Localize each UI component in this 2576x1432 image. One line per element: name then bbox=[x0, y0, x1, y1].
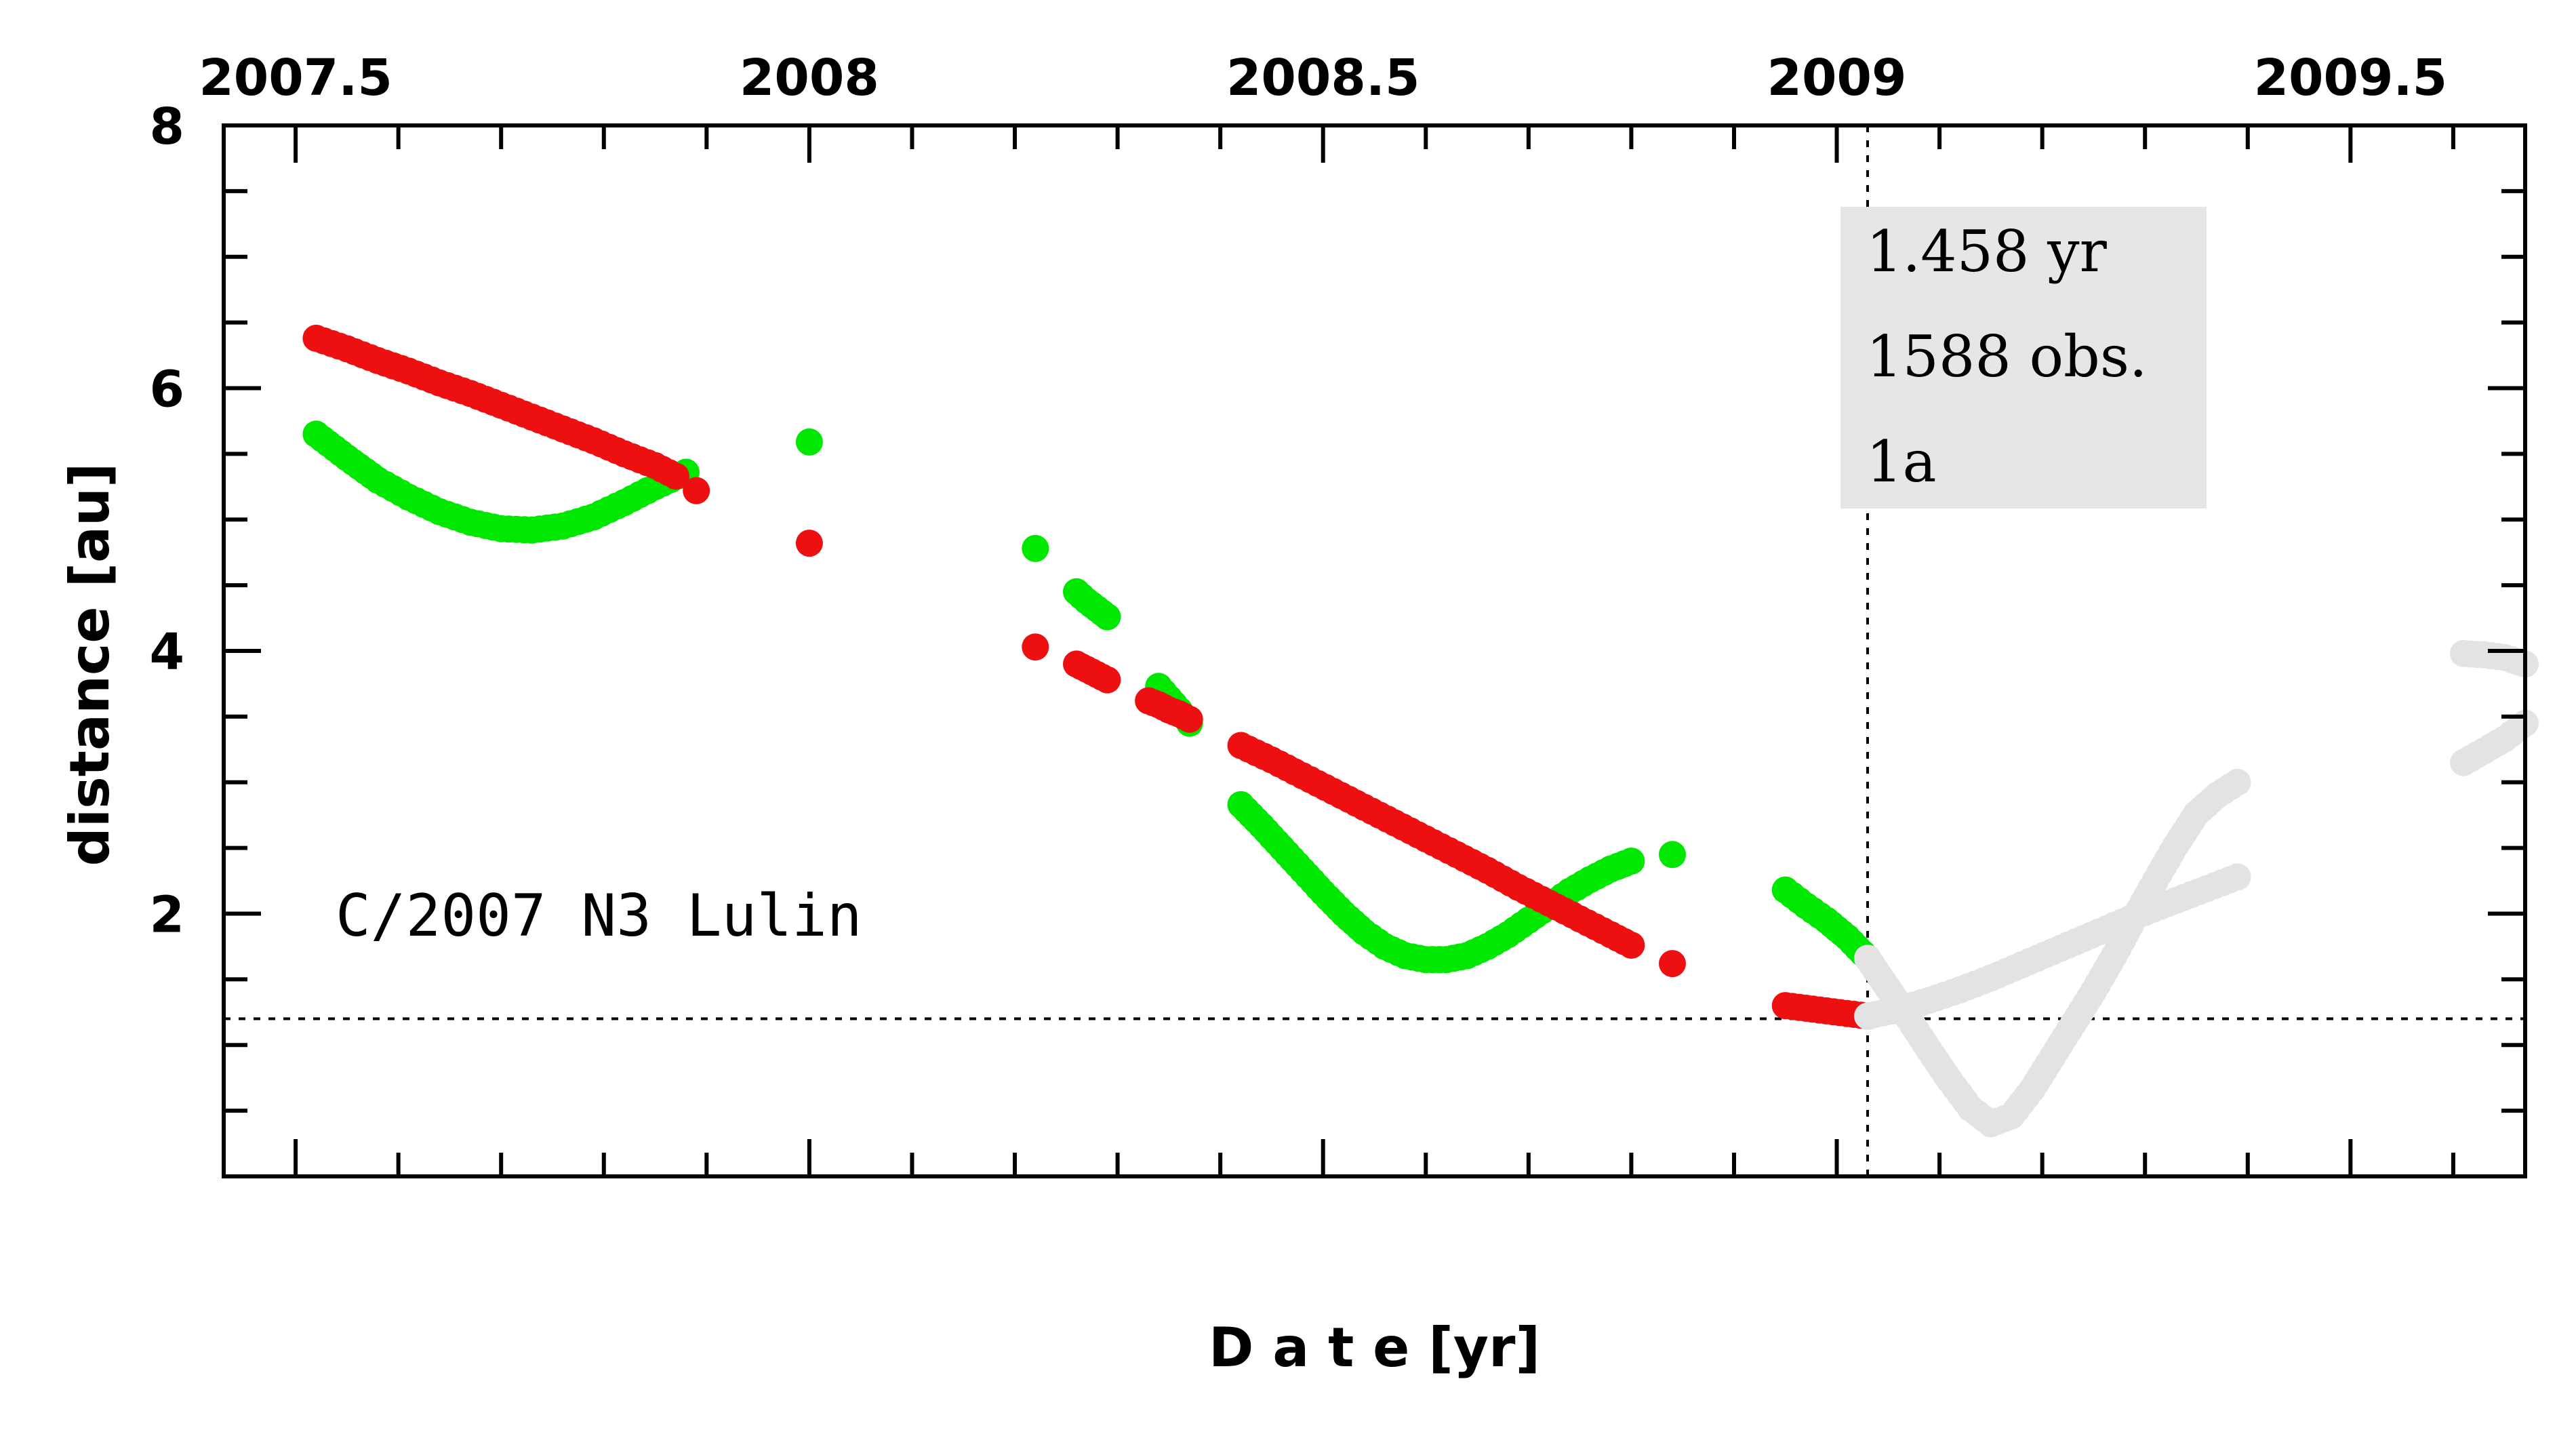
x-tick-label: 2009.5 bbox=[2254, 49, 2448, 107]
data-point bbox=[795, 530, 823, 557]
data-point bbox=[683, 477, 710, 504]
series-2 bbox=[1854, 639, 2539, 1138]
data-points bbox=[302, 324, 2539, 1138]
x-tick-label: 2009 bbox=[1767, 49, 1907, 107]
stats-arc-length: 1.458 yr bbox=[1866, 218, 2108, 285]
x-tick-label: 2008 bbox=[740, 49, 879, 107]
data-point bbox=[1175, 705, 1203, 733]
data-point bbox=[1093, 666, 1121, 694]
y-tick-label: 4 bbox=[150, 623, 185, 681]
object-name-label: C/2007 N3 Lulin bbox=[336, 882, 862, 950]
y-tick-label: 2 bbox=[150, 886, 185, 944]
data-point bbox=[2223, 863, 2251, 891]
stats-orbit-code: 1a bbox=[1866, 429, 1937, 495]
data-point bbox=[1617, 848, 1645, 875]
data-point bbox=[1093, 603, 1121, 631]
x-axis-title: D a t e [yr] bbox=[1209, 1316, 1540, 1379]
axis-ticks bbox=[224, 123, 2525, 1176]
reference-lines bbox=[224, 125, 2525, 1176]
data-point bbox=[1659, 950, 1686, 978]
stats-observation-count: 1588 obs. bbox=[1866, 323, 2148, 390]
data-point bbox=[662, 462, 689, 490]
data-point bbox=[2223, 768, 2251, 796]
y-tick-label: 8 bbox=[150, 98, 185, 156]
y-axis-title: distance [au] bbox=[58, 462, 121, 866]
data-point bbox=[1022, 633, 1049, 661]
data-point bbox=[1659, 841, 1686, 869]
series-1 bbox=[302, 324, 1881, 1030]
data-point bbox=[1617, 932, 1645, 959]
y-tick-labels: 2 4 6 8 bbox=[150, 98, 185, 944]
data-point bbox=[795, 428, 823, 456]
x-tick-label: 2008.5 bbox=[1226, 49, 1420, 107]
data-point bbox=[1022, 534, 1049, 562]
x-tick-label: 2007.5 bbox=[199, 49, 393, 107]
x-tick-labels: 2007.5 2008 2008.5 2009 2009.5 bbox=[199, 49, 2447, 107]
y-tick-label: 6 bbox=[150, 361, 185, 419]
stats-box bbox=[1840, 207, 2207, 509]
